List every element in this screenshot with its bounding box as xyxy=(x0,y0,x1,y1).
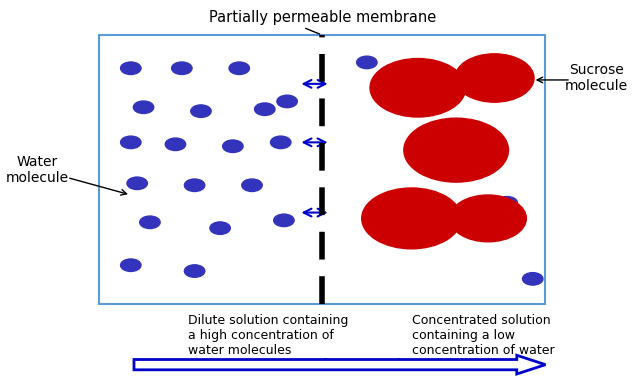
Circle shape xyxy=(370,58,466,117)
Text: Water
molecule: Water molecule xyxy=(6,154,68,185)
Circle shape xyxy=(191,105,211,117)
Circle shape xyxy=(133,101,154,113)
Circle shape xyxy=(357,56,377,69)
Text: Partially permeable membrane: Partially permeable membrane xyxy=(209,10,436,25)
Text: Sucrose
molecule: Sucrose molecule xyxy=(565,63,628,93)
Circle shape xyxy=(127,177,147,190)
Text: Net movement of water molecules: Net movement of water molecules xyxy=(205,358,445,372)
Circle shape xyxy=(184,179,205,191)
Circle shape xyxy=(277,95,297,108)
Circle shape xyxy=(242,179,262,191)
Circle shape xyxy=(455,54,534,102)
Circle shape xyxy=(255,103,275,115)
Text: Dilute solution containing
a high concentration of
water molecules: Dilute solution containing a high concen… xyxy=(188,314,348,357)
Bar xyxy=(99,35,545,304)
Circle shape xyxy=(274,214,294,227)
Circle shape xyxy=(404,118,508,182)
Circle shape xyxy=(121,259,141,271)
Circle shape xyxy=(523,273,543,285)
Circle shape xyxy=(184,265,205,277)
Circle shape xyxy=(172,62,192,74)
Circle shape xyxy=(450,195,526,242)
Circle shape xyxy=(165,138,186,151)
Circle shape xyxy=(210,222,230,234)
PathPatch shape xyxy=(134,355,545,374)
Circle shape xyxy=(497,197,517,209)
Circle shape xyxy=(140,216,160,229)
Circle shape xyxy=(229,62,249,74)
Circle shape xyxy=(271,136,291,149)
Circle shape xyxy=(121,62,141,74)
Circle shape xyxy=(121,136,141,149)
Text: Concentrated solution
containing a low
concentration of water
molecules: Concentrated solution containing a low c… xyxy=(412,314,554,372)
Circle shape xyxy=(223,140,243,152)
Circle shape xyxy=(362,188,461,249)
